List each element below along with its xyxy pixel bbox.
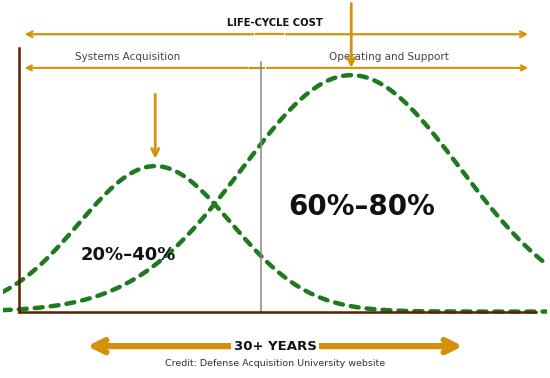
- Text: Credit: Defense Acquisition University website: Credit: Defense Acquisition University w…: [165, 359, 385, 368]
- Text: 20%–40%: 20%–40%: [80, 246, 175, 264]
- Text: Operating and Support: Operating and Support: [329, 51, 449, 62]
- Text: 60%–80%: 60%–80%: [289, 193, 436, 221]
- Text: 30+ YEARS: 30+ YEARS: [234, 339, 316, 353]
- Text: LIFE-CYCLE COST: LIFE-CYCLE COST: [227, 18, 323, 28]
- Text: Systems Acquisition: Systems Acquisition: [75, 51, 180, 62]
